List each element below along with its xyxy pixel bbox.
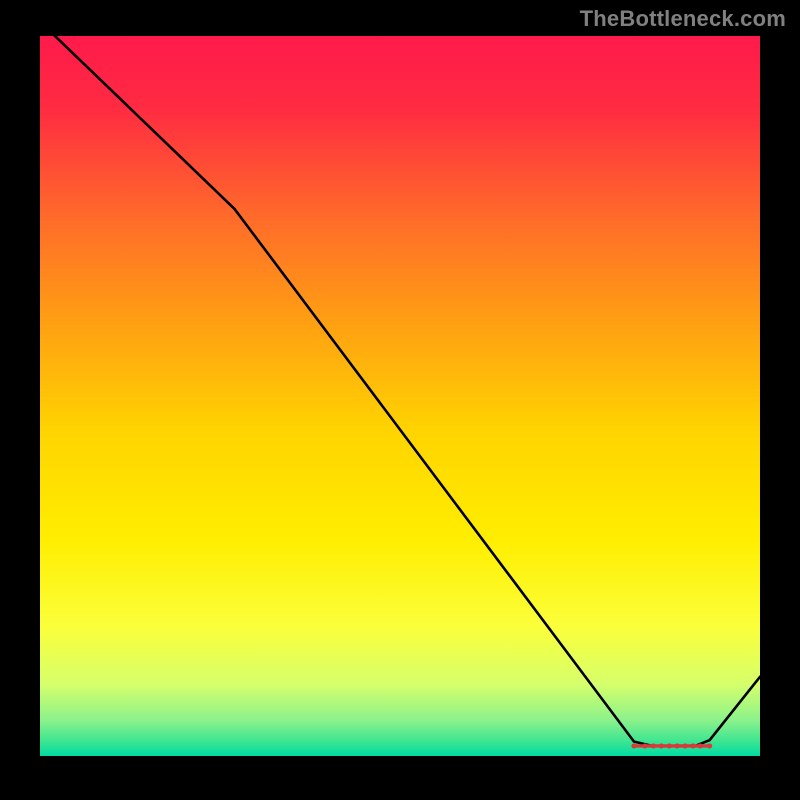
figure-frame: TheBottleneck.com [0,0,800,800]
gradient-rect [40,36,760,756]
plot-area [40,36,760,756]
gradient-background [40,36,760,756]
watermark-text: TheBottleneck.com [580,6,786,32]
